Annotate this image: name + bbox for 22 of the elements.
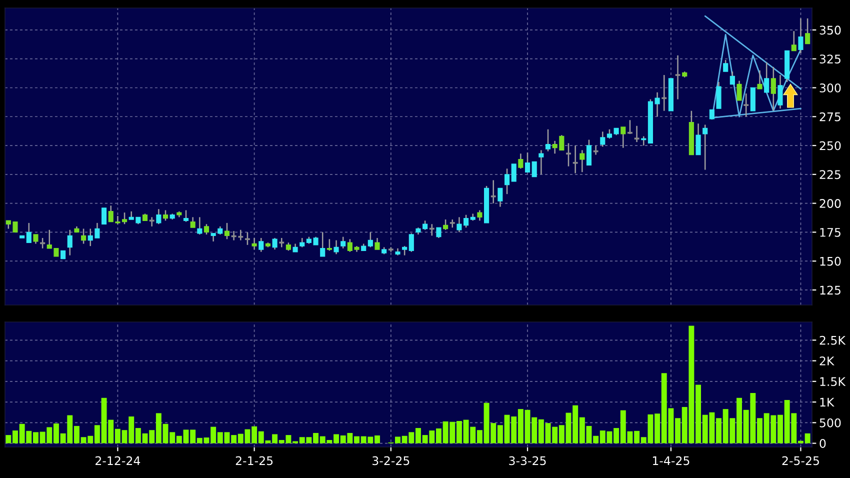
y-tick-label: 275	[820, 112, 840, 122]
y-tick-label: 2K	[820, 356, 834, 366]
y-tick-label: 250	[820, 141, 841, 150]
y-tick-label: 1.5K	[820, 377, 846, 386]
y-tick-label: 1K	[820, 398, 834, 407]
y-tick-label: 0	[820, 439, 826, 448]
y-tick-label: 350	[820, 26, 841, 35]
x-tick-label: 2-12-24	[96, 456, 140, 465]
y-tick-label: 175	[820, 228, 840, 237]
y-tick-label: 225	[820, 170, 840, 180]
y-tick-label: 500	[820, 418, 841, 428]
x-tick-label: 1-4-25	[652, 456, 690, 466]
y-tick-label: 200	[820, 199, 841, 208]
x-tick-label: 2-1-25	[236, 456, 273, 466]
x-tick-label: 3-2-25	[372, 456, 410, 466]
x-tick-label: 2-5-25	[782, 456, 819, 466]
y-tick-label: 125	[820, 286, 840, 295]
x-tick-label: 3-3-25	[509, 456, 546, 466]
y-tick-label: 150	[820, 256, 841, 266]
y-tick-label: 2.5K	[820, 336, 846, 345]
y-tick-label: 300	[820, 83, 841, 92]
y-tick-label: 325	[820, 54, 840, 64]
